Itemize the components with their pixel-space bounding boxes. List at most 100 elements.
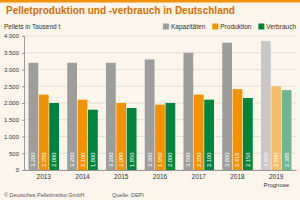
grid-line [24, 103, 296, 104]
bar [233, 89, 243, 170]
y-tick-label: 3.500 [4, 50, 20, 56]
y-tick-mark [22, 170, 24, 171]
x-tick-label: 2013 [37, 173, 52, 180]
y-tick-label: 2.000 [4, 100, 20, 106]
legend-label: Kapazitäten [171, 23, 206, 31]
source: Quelle: DEPI [112, 192, 144, 198]
x-tick: 2019 [269, 170, 284, 180]
y-tick-label: 2.500 [4, 84, 20, 90]
data-label: 2.250 [41, 152, 47, 167]
bar [261, 41, 271, 170]
y-tick-label: 4.000 [4, 33, 20, 39]
x-tick-label: 2019 [269, 173, 284, 180]
y-tick-mark [22, 53, 24, 54]
bar [166, 103, 176, 170]
x-tick-label: 2017 [192, 173, 207, 180]
bar [222, 43, 232, 170]
y-tick: 4.000 [4, 33, 24, 39]
grid-line [24, 36, 296, 37]
bar [145, 59, 155, 170]
data-label: 2.385 [284, 152, 290, 167]
y-tick: 0 [16, 167, 24, 173]
y-tick-label: 1.000 [4, 134, 20, 140]
bar [183, 53, 193, 170]
x-tick: 2015 [114, 170, 129, 180]
legend-swatch [258, 24, 264, 30]
y-tick: 500 [9, 151, 24, 157]
x-tick-label: 2014 [75, 173, 90, 180]
background [0, 0, 300, 200]
bar [67, 63, 77, 170]
data-label: 3.800 [224, 152, 230, 167]
top-rule [0, 0, 300, 3]
data-label: 2.500 [273, 152, 279, 167]
legend-swatch [212, 24, 218, 30]
legend-label: Produktion [220, 23, 251, 30]
y-tick: 3.000 [4, 67, 24, 73]
bar [204, 100, 214, 170]
y-axis-title: Pellets in Tausend t [4, 23, 60, 30]
legend-item: Produktion [212, 23, 251, 30]
data-label: 2.100 [206, 152, 212, 167]
data-label: 3.500 [185, 152, 191, 167]
data-label: 2.000 [51, 152, 57, 167]
y-tick-label: 3.000 [4, 67, 20, 73]
copyright: © Deutsches Pelletinstitut GmbH [4, 192, 84, 198]
bar [28, 63, 38, 170]
data-label: 2.250 [196, 152, 202, 167]
x-tick: 2018 [230, 170, 245, 180]
x-tick: 2014 [75, 170, 90, 180]
y-tick: 1.500 [4, 117, 24, 123]
legend-label: Verbrauch [266, 23, 296, 30]
data-label: 3.200 [30, 152, 36, 167]
y-tick-label: 0 [16, 167, 20, 173]
bar [194, 95, 204, 170]
legend-swatch [163, 24, 169, 30]
y-axis: 0 500 1.000 1.500 2.000 2.500 3.000 3.500 4.000 [4, 33, 25, 173]
data-label: 2.000 [167, 152, 173, 167]
data-label: 1.850 [129, 152, 135, 167]
y-tick: 1.000 [4, 134, 24, 140]
chart: Pelletproduktion und -verbrauch in Deuts… [0, 0, 300, 200]
bar [282, 90, 292, 170]
y-axis-line [22, 37, 25, 171]
bar [116, 103, 126, 170]
y-tick: 2.000 [4, 100, 24, 106]
y-tick-mark [22, 70, 24, 71]
y-tick-mark [22, 36, 24, 37]
data-label: 3.200 [108, 152, 114, 167]
bar [39, 95, 49, 170]
y-tick-mark [22, 103, 24, 104]
y-tick-label: 500 [9, 151, 20, 157]
grid-line [24, 52, 296, 53]
x-tick: 2016 [153, 170, 168, 180]
grid-line [24, 69, 296, 70]
bar [271, 86, 281, 170]
y-tick-mark [22, 120, 24, 121]
bars [28, 41, 291, 170]
bar [106, 63, 116, 170]
y-tick-label: 1.500 [4, 117, 20, 123]
x-tick: 2017 [192, 170, 207, 180]
bar [88, 110, 98, 170]
bar [243, 98, 253, 170]
y-tick-mark [22, 137, 24, 138]
x-axis-line [25, 170, 297, 171]
data-label: 1.950 [157, 152, 163, 167]
title: Pelletproduktion und -verbrauch in Deuts… [6, 5, 235, 16]
annotation: Prognose [263, 182, 289, 188]
plot: 0 500 1.000 1.500 2.000 2.500 3.000 3.500 4.000 3… [4, 33, 297, 179]
data-label: 2.100 [80, 152, 86, 167]
bar [78, 100, 88, 170]
grid-line [24, 86, 296, 87]
legend: Kapazitäten Produktion Verbrauch [163, 23, 296, 31]
x-tick-label: 2015 [114, 173, 129, 180]
data-labels: 3.2003.2003.2003.3003.5003.8003.8502.250… [30, 152, 289, 167]
x-axis: 2013 2014 2015 2016 2017 2018 2019 [25, 170, 297, 180]
y-tick: 3.500 [4, 50, 24, 56]
data-label: 2.000 [118, 152, 124, 167]
data-label: 3.200 [69, 152, 75, 167]
x-tick-label: 2018 [230, 173, 245, 180]
x-tick-label: 2016 [153, 173, 168, 180]
data-label: 2.415 [234, 152, 240, 167]
